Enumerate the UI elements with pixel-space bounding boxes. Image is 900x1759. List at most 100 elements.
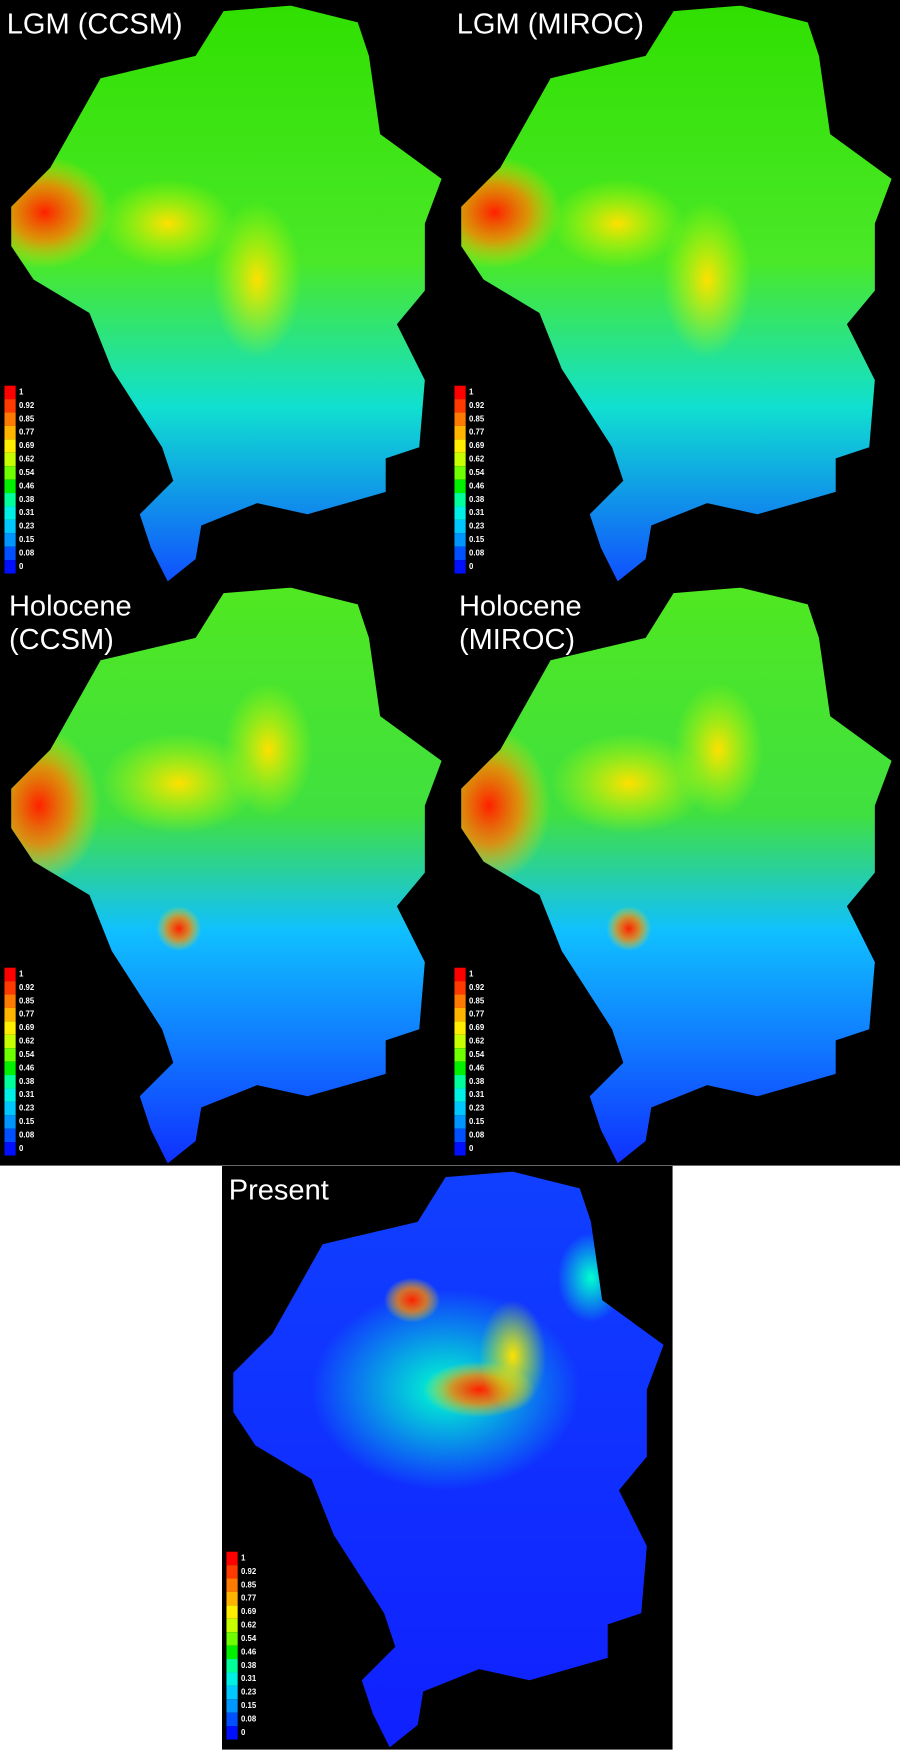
legend-swatch — [226, 1646, 237, 1659]
legend-label: 1 — [19, 387, 24, 396]
legend-label: 0.62 — [241, 1621, 257, 1630]
legend-swatch — [454, 1102, 465, 1115]
legend-swatch — [454, 520, 465, 533]
legend-label: 0.77 — [469, 428, 484, 437]
legend-swatch — [4, 995, 15, 1008]
legend-label: 0.31 — [469, 508, 485, 517]
legend-label: 0.92 — [469, 983, 485, 992]
legend-swatch — [454, 1008, 465, 1021]
legend-swatch — [454, 466, 465, 479]
panel-title: (MIROC) — [459, 624, 575, 656]
legend-swatch — [454, 1075, 465, 1088]
legend-swatch — [454, 1021, 465, 1034]
legend-swatch — [226, 1713, 237, 1726]
legend-label: 0.46 — [469, 1063, 485, 1072]
legend-swatch — [454, 560, 465, 573]
legend-label: 0.31 — [19, 1090, 35, 1099]
legend-swatch — [226, 1686, 237, 1699]
legend-swatch — [226, 1699, 237, 1712]
legend-label: 0.69 — [469, 1023, 485, 1032]
legend-swatch — [454, 399, 465, 412]
legend-label: 0.08 — [469, 548, 485, 557]
panel-title: LGM (CCSM) — [7, 9, 183, 41]
legend-label: 0 — [241, 1728, 246, 1737]
legend-swatch — [4, 1102, 15, 1115]
legend-label: 0 — [19, 562, 24, 571]
legend-label: 0.15 — [469, 535, 485, 544]
legend-label: 0.69 — [19, 1023, 35, 1032]
legend-label: 0.69 — [241, 1607, 257, 1616]
legend-label: 0.85 — [19, 414, 35, 423]
legend-swatch — [226, 1726, 237, 1739]
legend-swatch — [4, 386, 15, 399]
legend-swatch — [4, 981, 15, 994]
legend-swatch — [4, 520, 15, 533]
legend-label: 0.77 — [19, 428, 34, 437]
panel-title: Holocene — [9, 591, 132, 623]
map-hotspot — [607, 906, 652, 951]
legend-label: 0.15 — [19, 535, 35, 544]
legend-label: 0.38 — [19, 1077, 35, 1086]
legend-swatch — [4, 466, 15, 479]
map-hotspot — [157, 906, 202, 951]
legend-swatch — [4, 399, 15, 412]
legend-label: 0.85 — [469, 996, 485, 1005]
legend-swatch — [4, 547, 15, 560]
legend-label: 0.15 — [469, 1117, 485, 1126]
legend-label: 0.92 — [19, 401, 35, 410]
legend-label: 0.85 — [19, 996, 35, 1005]
legend-swatch — [454, 426, 465, 439]
legend-swatch — [454, 1048, 465, 1061]
legend-label: 0 — [469, 1144, 474, 1153]
legend-label: 1 — [469, 969, 474, 978]
legend-label: 0.69 — [19, 441, 35, 450]
legend-swatch — [226, 1565, 237, 1578]
map-panel: Holocene(CCSM)10.920.850.770.690.620.540… — [0, 582, 451, 1166]
legend-swatch — [454, 413, 465, 426]
legend-label: 0.46 — [19, 481, 35, 490]
legend-swatch — [226, 1632, 237, 1645]
legend-swatch — [454, 995, 465, 1008]
legend-swatch — [4, 413, 15, 426]
legend-label: 0.31 — [469, 1090, 485, 1099]
legend-swatch — [454, 439, 465, 452]
legend-label: 0.15 — [19, 1117, 35, 1126]
legend-swatch — [454, 533, 465, 546]
legend-swatch — [226, 1552, 237, 1565]
map-hotspot — [479, 1300, 546, 1412]
legend-label: 0.23 — [469, 522, 485, 531]
legend-swatch — [4, 1008, 15, 1021]
legend-swatch — [4, 439, 15, 452]
legend-label: 0.62 — [19, 455, 35, 464]
legend-label: 0.38 — [19, 495, 35, 504]
legend-swatch — [4, 1048, 15, 1061]
legend-label: 0.31 — [19, 508, 35, 517]
legend-swatch — [4, 1115, 15, 1128]
legend-swatch — [454, 1142, 465, 1155]
legend-swatch — [454, 480, 465, 493]
legend-swatch — [4, 560, 15, 573]
panel-title: Holocene — [459, 591, 582, 623]
map-panel: Present10.920.850.770.690.620.540.460.38… — [222, 1166, 673, 1750]
map-panel: LGM (CCSM) 1 0.92 0.85 0.77 0.69 0.62 0.54 0.46 0… — [0, 0, 451, 584]
legend-swatch — [4, 533, 15, 546]
legend-label: 0.08 — [241, 1714, 257, 1723]
legend-swatch — [4, 1142, 15, 1155]
legend-swatch — [4, 1088, 15, 1101]
legend-label: 0.08 — [19, 1130, 35, 1139]
legend-swatch — [4, 480, 15, 493]
legend-swatch — [4, 1062, 15, 1075]
legend-swatch — [454, 1062, 465, 1075]
legend-label: 1 — [469, 387, 474, 396]
panel-title: (CCSM) — [9, 624, 114, 656]
legend-label: 0.85 — [469, 414, 485, 423]
legend-label: 0.15 — [241, 1701, 257, 1710]
legend-swatch — [226, 1672, 237, 1685]
page: LGM (CCSM) 1 0.92 0.85 0.77 0.69 0.62 0.54 0.46 0… — [0, 0, 900, 1759]
legend-label: 0.54 — [19, 468, 35, 477]
legend-label: 0.54 — [19, 1050, 35, 1059]
map-hotspot — [212, 201, 301, 358]
legend-label: 0.77 — [19, 1010, 34, 1019]
legend-label: 0.23 — [19, 1104, 35, 1113]
map-panel: Holocene(MIROC)10.920.850.770.690.620.54… — [428, 582, 900, 1166]
